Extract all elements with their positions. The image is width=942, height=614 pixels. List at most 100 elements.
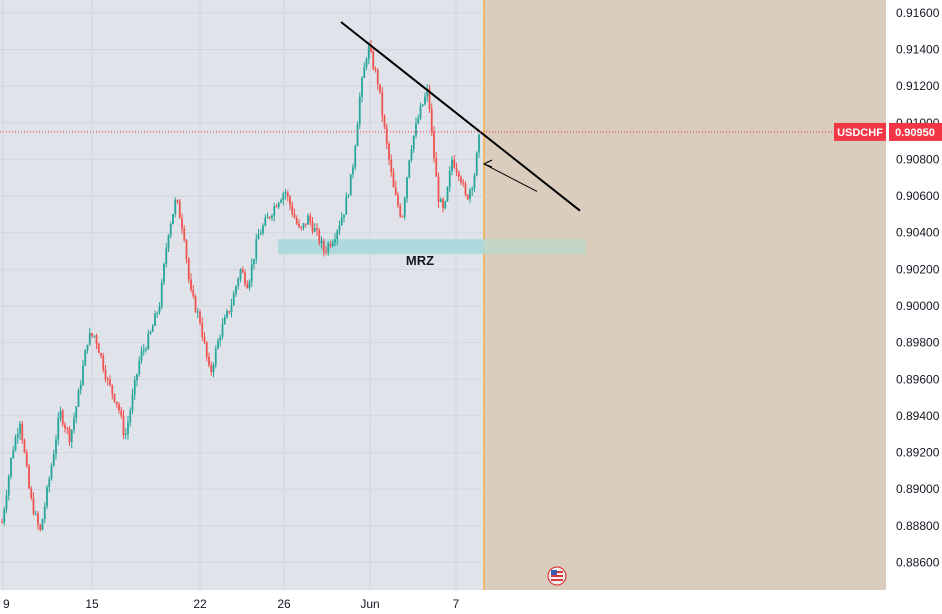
candle-body bbox=[109, 379, 111, 385]
candle-body bbox=[388, 143, 390, 160]
candle-body bbox=[165, 248, 168, 264]
candle-body bbox=[142, 349, 145, 352]
candle-body bbox=[223, 317, 226, 325]
candle-body bbox=[469, 189, 471, 200]
candle-body bbox=[41, 519, 44, 531]
candle-body bbox=[14, 437, 17, 451]
candle-body bbox=[21, 423, 24, 441]
candle-body bbox=[298, 223, 300, 227]
candle-body bbox=[250, 264, 253, 282]
candle-body bbox=[275, 206, 278, 208]
candle-body bbox=[410, 148, 413, 161]
candle-body bbox=[397, 194, 399, 206]
candle-body bbox=[34, 513, 37, 515]
x-tick-label: Jun bbox=[360, 597, 379, 611]
candle-body bbox=[37, 513, 39, 525]
candle-body bbox=[331, 242, 334, 246]
candle-body bbox=[417, 118, 420, 124]
candle-body bbox=[354, 146, 357, 168]
candle-body bbox=[28, 466, 30, 489]
candle-body bbox=[334, 239, 336, 243]
candle-body bbox=[160, 282, 163, 307]
candle-body bbox=[210, 365, 213, 373]
candle-body bbox=[383, 115, 386, 128]
candle-body bbox=[392, 172, 395, 188]
candle-body bbox=[172, 213, 174, 225]
candle-body bbox=[448, 171, 451, 188]
candle-body bbox=[221, 324, 224, 337]
candle-body bbox=[372, 51, 375, 69]
candle-body bbox=[262, 225, 264, 234]
candle-body bbox=[415, 123, 417, 136]
candle-body bbox=[230, 305, 233, 313]
candle-body bbox=[70, 429, 73, 443]
candle-body bbox=[12, 450, 15, 458]
candle-body bbox=[379, 84, 381, 93]
candle-body bbox=[322, 240, 325, 252]
candle-body bbox=[196, 311, 199, 313]
candle-body bbox=[205, 342, 208, 357]
candle-body bbox=[151, 325, 154, 332]
candle-body bbox=[55, 439, 57, 455]
x-tick-label: 9 bbox=[3, 597, 10, 611]
candle-body bbox=[370, 45, 372, 52]
candle-body bbox=[478, 134, 480, 153]
candle-body bbox=[120, 410, 123, 416]
candle-body bbox=[163, 263, 165, 283]
candle-body bbox=[217, 340, 219, 349]
candle-body bbox=[439, 199, 442, 203]
candle-body bbox=[59, 410, 62, 419]
candle-body bbox=[282, 193, 285, 201]
candle-body bbox=[75, 406, 78, 419]
y-tick-label: 0.89600 bbox=[896, 372, 940, 386]
candle-body bbox=[313, 228, 316, 232]
candle-body bbox=[318, 229, 321, 244]
candle-body bbox=[208, 356, 210, 366]
y-tick-label: 0.88800 bbox=[896, 519, 940, 533]
us-flag-icon[interactable] bbox=[547, 566, 567, 586]
forecast-arrow-head bbox=[482, 159, 493, 168]
candle-body bbox=[268, 216, 271, 218]
candle-body bbox=[428, 88, 431, 110]
candle-body bbox=[280, 200, 282, 203]
candle-body bbox=[237, 278, 240, 287]
resistance-trendline[interactable] bbox=[340, 21, 581, 212]
candle-body bbox=[212, 365, 215, 373]
candle-body bbox=[365, 59, 368, 68]
candle-body bbox=[122, 415, 125, 436]
forecast-arrow[interactable] bbox=[483, 163, 538, 192]
candle-body bbox=[277, 202, 280, 207]
symbol-label: USDCHF bbox=[837, 127, 883, 139]
candle-body bbox=[453, 159, 456, 168]
candle-body bbox=[178, 201, 181, 219]
y-tick-label: 0.90200 bbox=[896, 262, 940, 276]
candle-body bbox=[266, 216, 269, 219]
candle-body bbox=[390, 159, 393, 173]
candle-body bbox=[343, 214, 345, 218]
candle-body bbox=[435, 158, 438, 177]
y-tick-label: 0.90600 bbox=[896, 189, 940, 203]
candle-body bbox=[381, 92, 384, 116]
drawings bbox=[0, 21, 886, 212]
candle-body bbox=[48, 479, 51, 488]
candle-body bbox=[23, 440, 26, 453]
candle-body bbox=[327, 243, 330, 252]
candle-body bbox=[133, 380, 136, 395]
candle-body bbox=[412, 135, 415, 149]
candle-body bbox=[158, 306, 161, 313]
candle-body bbox=[201, 323, 204, 337]
candle-body bbox=[338, 225, 341, 231]
candle-body bbox=[66, 428, 69, 430]
candle-body bbox=[347, 195, 350, 197]
candle-body bbox=[228, 311, 231, 313]
candle-body bbox=[219, 336, 222, 341]
candle-body bbox=[84, 350, 87, 366]
candle-body bbox=[106, 379, 109, 381]
candle-body bbox=[145, 349, 147, 351]
candle-body bbox=[140, 351, 143, 361]
candle-body bbox=[361, 77, 363, 98]
candle-body bbox=[19, 423, 21, 434]
candle-body bbox=[403, 198, 406, 217]
candle-body bbox=[286, 192, 289, 197]
